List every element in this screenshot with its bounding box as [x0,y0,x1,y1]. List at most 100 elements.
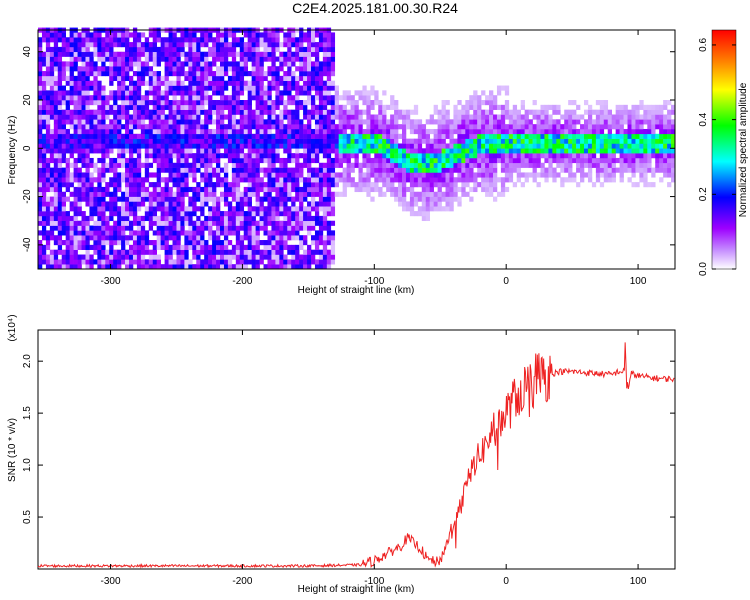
spectrogram-cell [243,162,248,168]
spectrogram-cell [216,109,221,115]
spectrogram-cell [192,119,197,125]
spectrogram-cell [136,249,142,255]
spectrogram-cell [65,95,70,101]
spectrogram-cell [587,177,593,183]
spectrogram-cell [251,61,256,67]
spectrogram-cell [591,157,597,164]
spectrogram-cell [433,133,438,139]
spectrogram-cell [421,148,427,154]
spectrogram-cell [314,51,320,57]
spectrogram-cell [465,182,470,188]
spectrogram-cell [61,172,66,178]
spectrogram-cell [287,75,292,81]
spectrogram-cell [231,104,237,110]
spectrogram-cell [504,100,510,106]
spectrogram-cell [53,191,59,197]
spectrogram-cell [208,177,213,183]
spectrogram-cell [635,138,640,144]
spectrogram-cell [362,95,367,101]
spectrogram-cell [500,186,506,193]
spectrogram-cell [160,42,165,48]
spectrogram-cell [164,244,169,250]
spectrogram-cell [243,124,248,130]
spectrogram-cell [318,114,324,120]
spectrogram-cell [69,254,74,260]
spectrogram-cell [81,133,86,139]
spectrogram-cell [45,128,51,135]
spectrogram-cell [121,56,126,62]
spectrogram-cell [568,167,573,173]
spectrogram-cell [101,42,106,48]
spectrogram-cell [49,220,55,226]
spectrogram-cell [366,162,371,168]
spectrogram-cell [524,109,529,115]
spectrogram-cell [239,133,245,139]
spectrogram-cell [544,172,549,178]
spectrogram-cell [457,109,462,115]
spectrogram-cell [619,138,624,144]
spectrogram-cell [77,206,82,212]
spectrogram-cell [556,157,561,164]
spectrogram-cell [311,254,316,260]
spectrogram-cell [81,66,86,72]
spectrogram-cell [374,119,379,125]
spectrogram-cell [136,153,142,159]
spectrogram-cell [322,172,328,178]
spectrogram-cell [398,153,403,159]
spectrogram-cell [413,167,419,173]
spectrogram-cell [314,249,320,255]
spectrogram-cell [287,90,292,96]
spectrogram-cell [338,138,343,144]
spectrogram-cell [41,206,47,212]
spectrogram-cell [255,143,260,149]
spectrogram-cell [398,143,403,149]
spectrogram-cell [180,51,185,57]
spectrogram-cell [204,191,209,197]
spectrogram-cell [560,153,565,159]
spectrogram-cell [496,191,502,197]
spectrogram-cell [156,240,161,246]
spectrogram-cell [508,128,514,135]
spectrogram-cell [156,46,161,53]
spectrogram-cell [132,119,138,125]
spectrogram-cell [180,186,185,193]
spectrogram-cell [390,191,395,197]
spectrogram-cell [299,206,304,212]
spectrogram-cell [287,128,292,135]
spectrogram-cell [330,32,336,38]
spectrogram-cell [101,230,106,236]
spectrogram-cell [259,114,264,120]
spectrogram-cell [97,259,102,265]
spectrogram-cell [425,201,430,207]
spectrogram-cell [117,235,122,241]
spectrogram-cell [532,143,537,149]
spectrogram-cell [275,85,280,91]
spectrogram-cell [524,124,529,130]
spectrogram-cell [595,119,601,125]
spectrogram-cell [45,259,51,265]
spectrogram-cell [61,215,66,222]
spectrogram-cell [105,46,110,53]
spectrogram-cell [287,235,292,241]
spectrogram-cell [251,259,256,265]
spectrogram-cell [540,148,545,154]
spectrogram-cell [85,37,90,43]
spectrogram-cell [136,61,142,67]
spectrogram-cell [93,51,98,57]
spectrogram-cell [176,42,181,48]
spectrogram-cell [132,80,138,86]
spectrogram-cell [623,143,628,149]
spectrogram-cell [140,220,146,226]
spectrogram-cell [247,211,252,217]
spectrogram-cell [307,114,312,120]
spectrogram-cell [136,95,142,101]
spectrogram-cell [283,215,288,222]
spectrogram-cell [595,172,601,178]
spectrogram-cell [263,191,268,197]
spectrogram-cell [647,114,652,120]
spectrogram-cell [239,90,245,96]
spectrogram-cell [259,138,264,144]
spectrogram-cell [239,206,245,212]
spectrogram-cell [409,124,415,130]
spectrogram-cell [259,201,264,207]
